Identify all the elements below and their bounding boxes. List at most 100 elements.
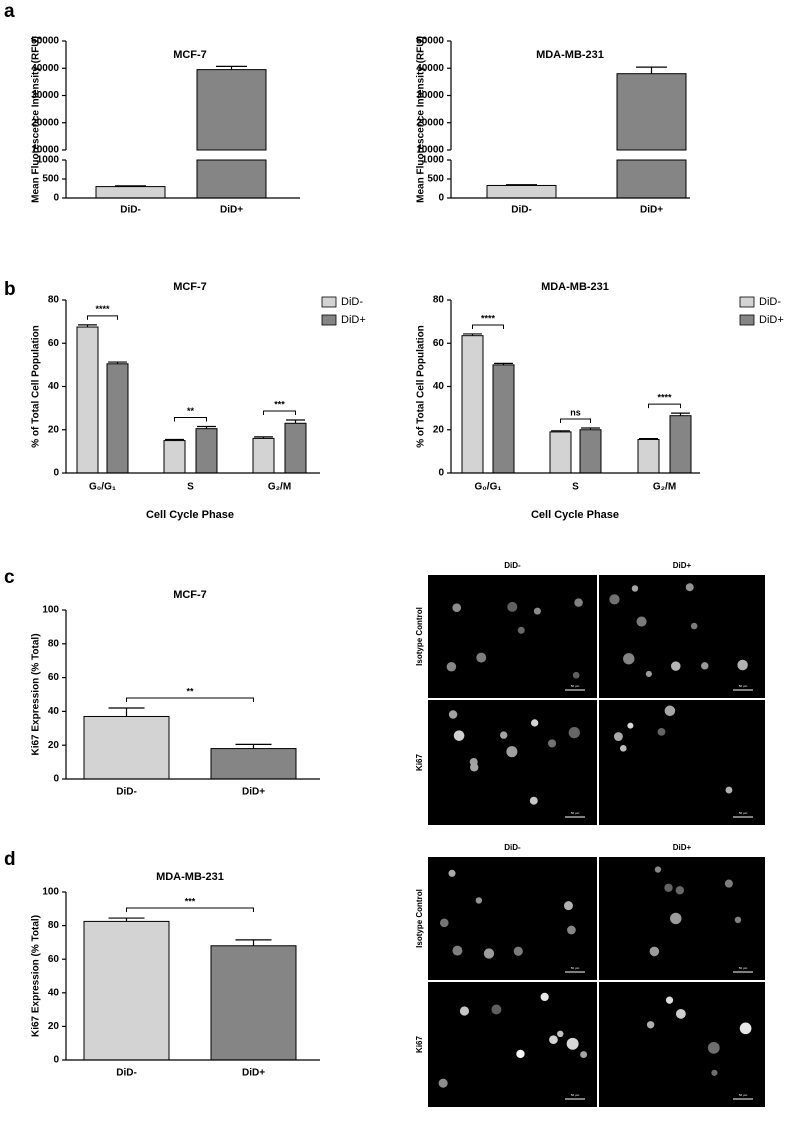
scale-bar-label: 50 µm: [571, 966, 580, 970]
x-tick-label: DiD+: [640, 205, 663, 216]
scale-bar-label: 50 µm: [571, 1093, 580, 1097]
nucleus: [475, 897, 483, 904]
nucleus: [516, 1049, 525, 1059]
y-tick-label: 40000: [31, 63, 59, 74]
nucleus: [448, 869, 456, 877]
y-tick-label: 30000: [416, 90, 444, 101]
nucleus: [636, 616, 647, 627]
nucleus: [645, 670, 652, 677]
y-tick-label: 0: [438, 193, 444, 204]
nucleus: [646, 1021, 655, 1029]
bar: [76, 326, 99, 474]
nucleus: [649, 946, 660, 957]
bar: [486, 184, 557, 199]
x-tick-label: G₂/M: [268, 482, 291, 493]
y-tick-label: 60: [48, 954, 60, 965]
nucleus: [574, 598, 583, 607]
bar: [95, 186, 166, 199]
panel-label: a: [4, 1, 15, 22]
y-tick-label: 10000: [31, 145, 59, 156]
legend-label: DiD+: [341, 314, 366, 326]
nucleus: [566, 1037, 579, 1050]
error-bar: [108, 917, 145, 922]
y-tick-label: 10000: [416, 145, 444, 156]
x-tick-label: DiD-: [116, 787, 137, 798]
x-axis-label: Cell Cycle Phase: [531, 509, 619, 521]
nucleus: [631, 585, 639, 592]
nucleus: [609, 594, 620, 605]
nucleus: [452, 945, 463, 956]
significance-bracket: [126, 697, 254, 703]
x-tick-label: G₂/M: [653, 482, 676, 493]
error-bar: [215, 65, 248, 70]
y-tick-label: 30000: [31, 90, 59, 101]
y-axis-label: % of Total Cell Population: [416, 325, 427, 448]
nucleus: [483, 948, 495, 959]
bar: [195, 428, 218, 474]
y-tick-label: 20: [48, 1021, 60, 1032]
error-bar: [235, 939, 272, 946]
error-bar: [639, 438, 658, 440]
y-tick-label: 40: [48, 706, 60, 717]
significance-label: ***: [274, 399, 285, 409]
y-tick-label: 40: [433, 381, 445, 392]
nucleus: [675, 1008, 686, 1019]
nucleus: [737, 659, 748, 671]
micrograph: [599, 575, 765, 698]
nucleus: [725, 786, 733, 794]
y-tick-label: 60: [48, 672, 60, 683]
y-axis-label: Ki67 Expression (% Total): [31, 915, 42, 1037]
nucleus: [701, 662, 709, 670]
bar: [284, 422, 307, 474]
nucleus: [513, 946, 523, 956]
x-tick-label: S: [187, 482, 194, 493]
error-bar: [78, 324, 97, 328]
nucleus: [448, 710, 458, 719]
legend-swatch: [739, 296, 755, 308]
y-tick-label: 80: [48, 638, 60, 649]
nucleus: [563, 901, 573, 911]
chart-title: MDA-MB-231: [156, 871, 224, 883]
nucleus: [572, 671, 580, 679]
bar: [549, 431, 572, 474]
panel-label: d: [4, 849, 16, 870]
y-tick-label: 80: [433, 295, 445, 306]
error-bar: [108, 707, 145, 717]
bar: [163, 440, 186, 474]
x-tick-label: DiD+: [220, 205, 243, 216]
significance-bracket: [263, 410, 296, 416]
y-axis-label: % of Total Cell Population: [31, 325, 42, 448]
row-label: Ki67: [415, 1036, 424, 1053]
nucleus: [654, 866, 662, 873]
error-bar: [581, 427, 600, 430]
error-bar: [494, 362, 513, 365]
nucleus: [540, 992, 549, 1002]
legend-swatch: [321, 314, 337, 326]
nucleus: [664, 705, 676, 717]
nucleus: [657, 727, 666, 736]
y-axis-label: Mean Fluorescence Intensity (RFU): [31, 36, 42, 203]
chart-title: MCF-7: [173, 589, 207, 601]
error-bar: [254, 436, 273, 439]
error-bar: [505, 184, 538, 186]
column-label: DiD-: [504, 561, 521, 570]
legend-swatch: [739, 314, 755, 326]
y-tick-label: 40: [48, 381, 60, 392]
nucleus: [549, 1035, 558, 1045]
nucleus: [567, 925, 576, 935]
bar: [461, 335, 484, 474]
nucleus: [707, 1041, 720, 1054]
error-bar: [635, 66, 668, 74]
x-tick-label: G₀/G₁: [89, 482, 116, 493]
y-tick-label: 500: [42, 174, 59, 185]
column-label: DiD-: [504, 843, 521, 852]
x-tick-label: S: [572, 482, 579, 493]
nucleus: [580, 1051, 588, 1059]
nucleus: [627, 722, 634, 729]
nucleus: [734, 916, 742, 924]
nucleus: [452, 603, 462, 613]
nucleus: [623, 653, 635, 665]
scale-bar-label: 50 µm: [739, 966, 748, 970]
y-tick-label: 20: [48, 424, 60, 435]
nucleus: [724, 879, 733, 888]
